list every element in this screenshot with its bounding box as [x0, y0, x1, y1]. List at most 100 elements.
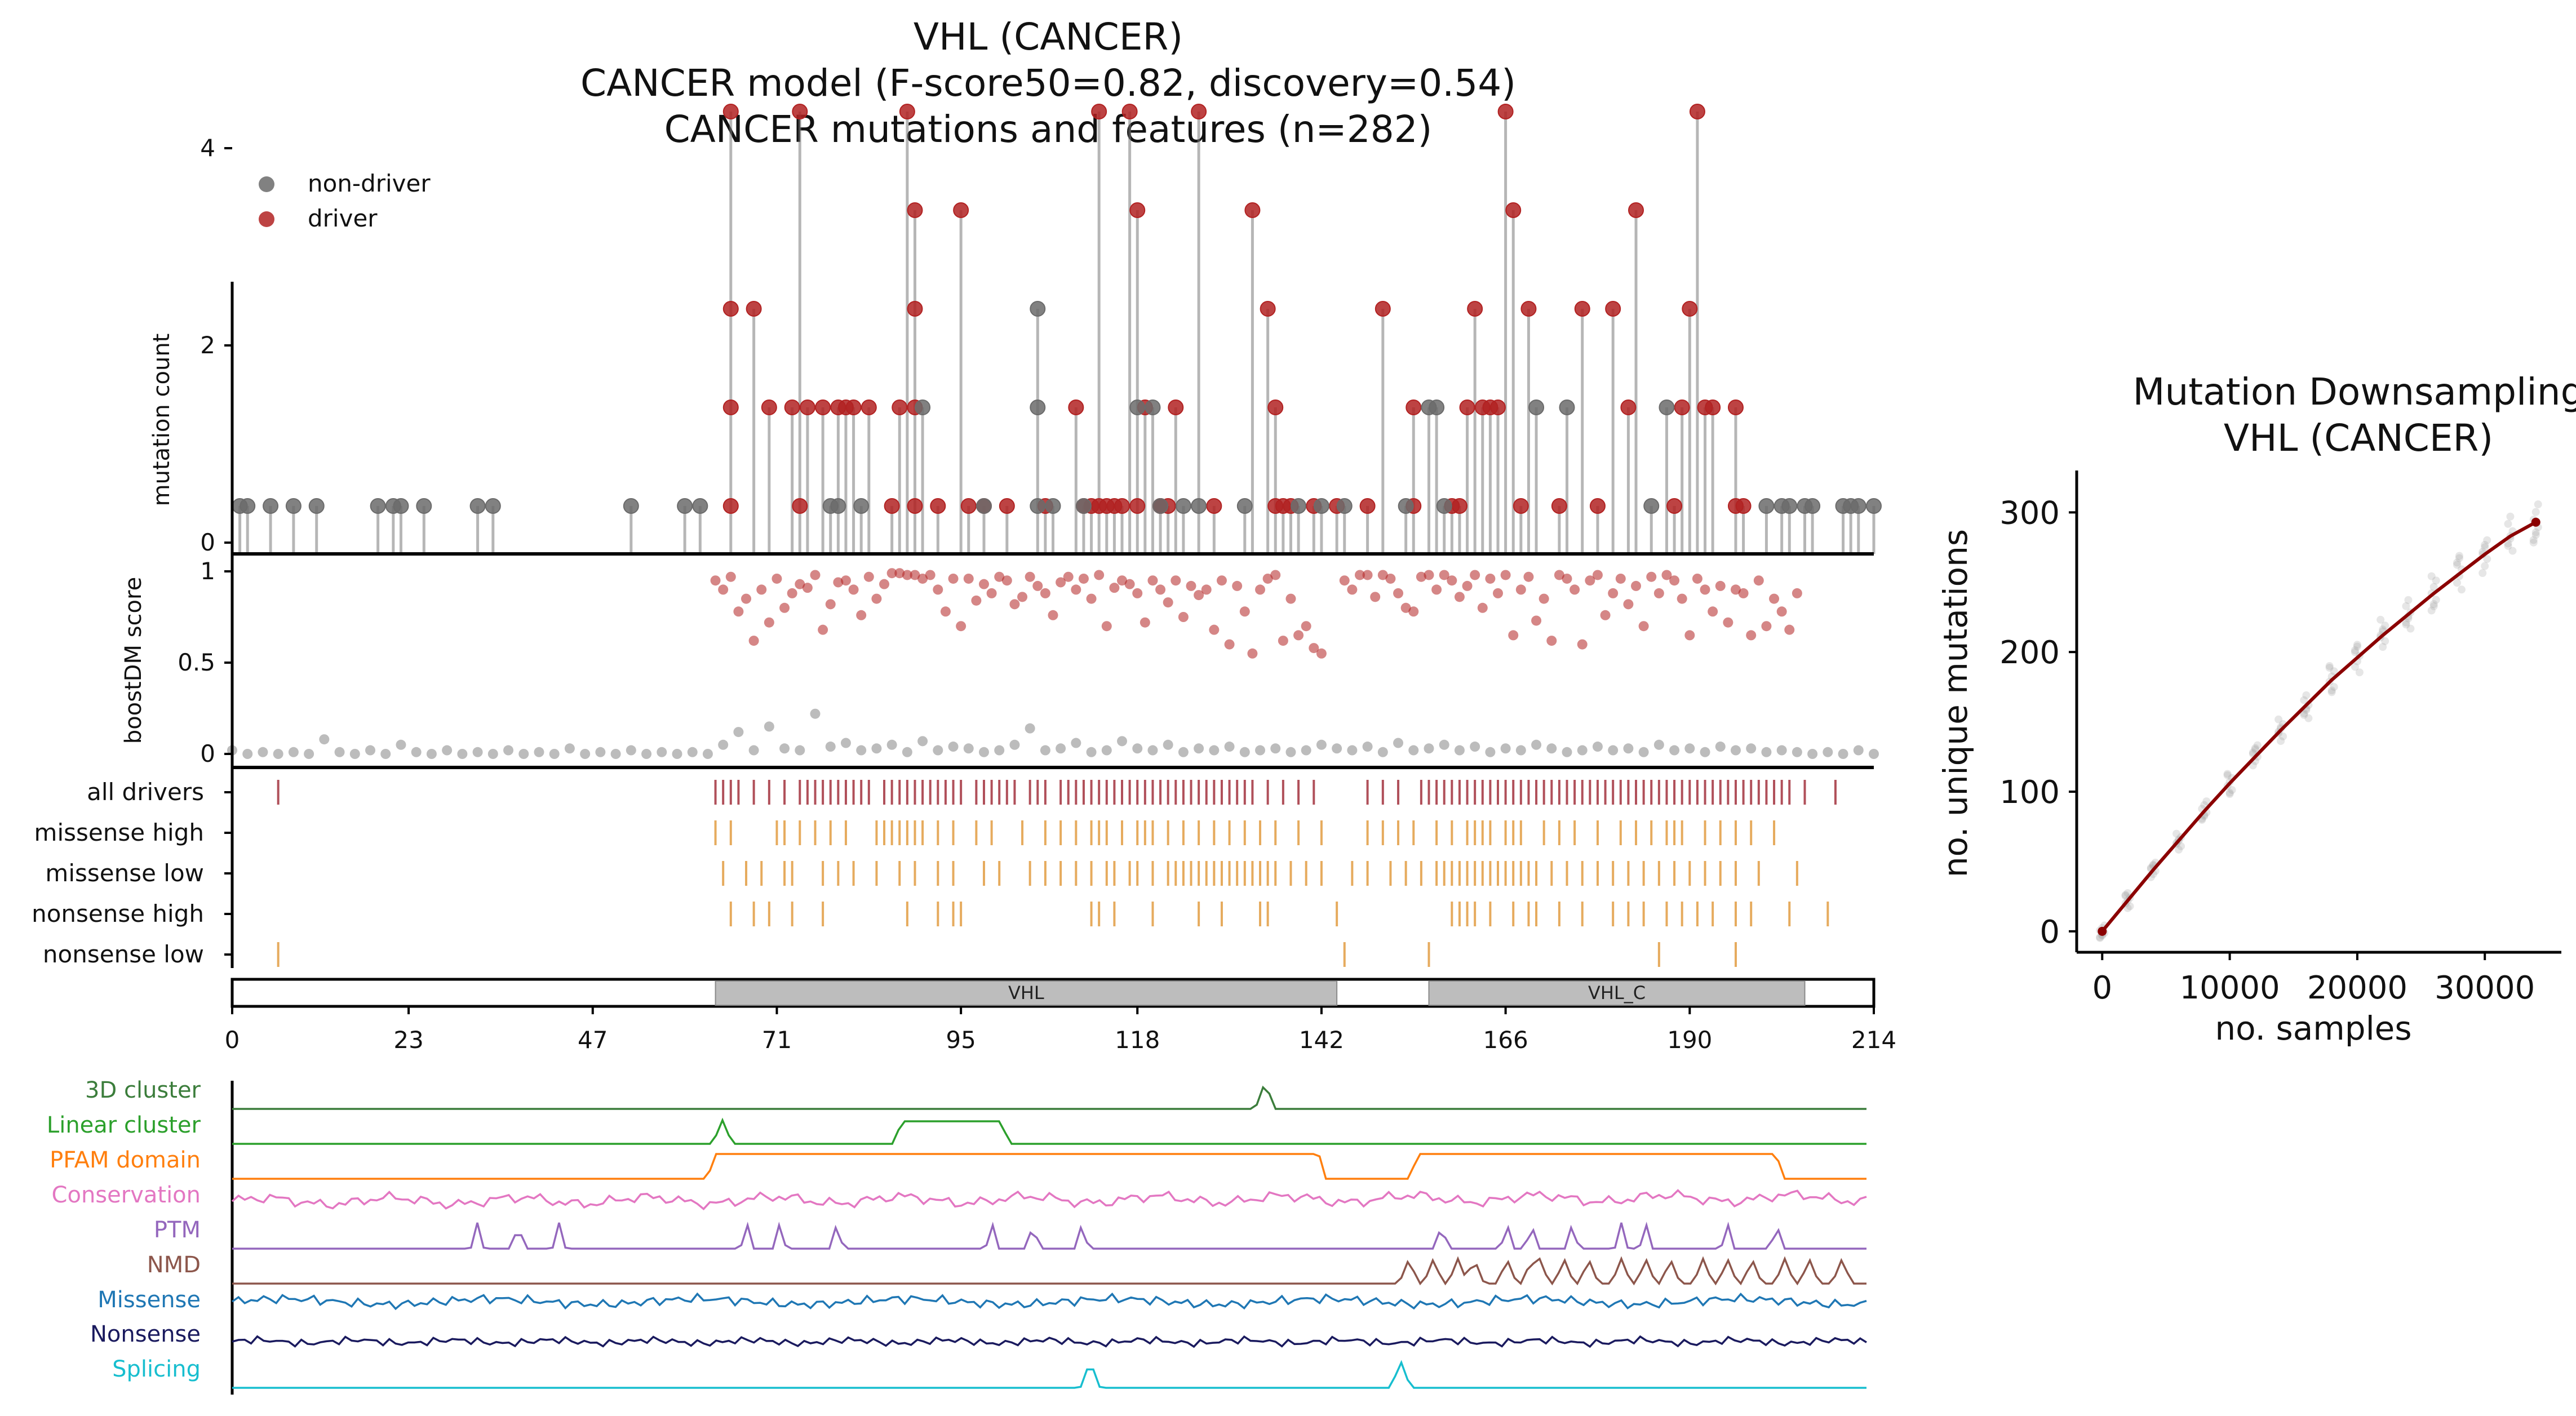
boostdm-driver-point: [795, 579, 805, 589]
boostdm-driver-point: [1769, 593, 1780, 604]
downsampling-title-line-1: Mutation Downsampling: [2133, 370, 2576, 414]
driver-point: [1682, 301, 1698, 317]
boostdm-driver-point: [741, 593, 752, 604]
replicate-point: [2534, 500, 2542, 509]
driver-point: [1206, 498, 1222, 514]
driver-point: [1520, 301, 1537, 317]
boostdm-nondriver-point: [764, 721, 774, 732]
downsampling-title-line-2: VHL (CANCER): [2224, 416, 2493, 460]
boostdm-nondriver-point: [411, 747, 422, 757]
boostdm-nondriver-point: [304, 749, 314, 759]
boostdm-driver-point: [978, 579, 989, 589]
boostdm-driver-point: [1155, 584, 1166, 595]
driver-point: [1674, 400, 1690, 415]
replicate-point: [2455, 552, 2463, 560]
boostdm-nondriver-point: [840, 738, 851, 748]
track-label: all drivers: [87, 778, 204, 806]
boostdm-driver-point: [718, 584, 729, 595]
replicate-point: [2506, 512, 2515, 521]
nondriver-point: [1236, 498, 1253, 514]
feature-panel: 3D cluster Linear cluster PFAM domain Conse…: [47, 1077, 1867, 1395]
downsampling-replicates: [2096, 500, 2542, 942]
boostdm-driver-point: [772, 573, 782, 584]
boostdm-nondriver-point: [1715, 742, 1726, 752]
replicate-point: [2429, 583, 2438, 591]
track-label: missense high: [34, 819, 204, 846]
driver-point: [907, 301, 923, 317]
boostdm-driver-point: [1124, 579, 1135, 589]
boostdm-driver-point: [1270, 570, 1281, 580]
driver-point: [722, 498, 739, 514]
replicate-point: [2402, 602, 2410, 610]
boostdm-nondriver-point: [610, 749, 621, 759]
boostdm-driver-point: [1216, 575, 1227, 586]
boostdm-driver-point: [1562, 573, 1572, 584]
boostdm-driver-point: [1255, 584, 1266, 595]
lollipop-panel: 0 2 4 mutation count: [149, 104, 1882, 556]
boostdm-driver-point: [848, 584, 859, 595]
driver-point: [1505, 202, 1522, 218]
boostdm-nondriver-point: [672, 749, 682, 759]
replicate-point: [2453, 558, 2461, 567]
boostdm-nondriver-point: [349, 749, 360, 759]
mean-end-point: [2531, 517, 2540, 527]
boostdm-nondriver-point: [1853, 745, 1864, 756]
ds-y-tick-label: 100: [1999, 774, 2060, 811]
replicate-point: [2508, 547, 2517, 555]
x-tick-label: 47: [578, 1026, 608, 1054]
boostdm-ylabel: boostDM score: [121, 577, 147, 744]
boostdm-nondriver-point: [1669, 745, 1680, 756]
replicate-point: [2379, 643, 2387, 651]
boostdm-nondriver-point: [1424, 743, 1434, 754]
boostdm-nondriver-point: [1347, 745, 1358, 756]
boostdm-driver-point: [1592, 570, 1603, 580]
driver-point: [845, 400, 862, 415]
nondriver-point: [469, 498, 486, 514]
boostdm-nondriver-point: [396, 739, 406, 750]
boostdm-driver-point: [1370, 592, 1381, 602]
downsampling-ticks: 0 10000 20000 30000 0 100 200 300: [1999, 495, 2535, 1006]
boostdm-driver-point: [1569, 584, 1580, 595]
boostdm-driver-point: [963, 573, 974, 584]
driver-point: [1168, 400, 1184, 415]
boostdm-driver-point: [1117, 575, 1128, 586]
boostdm-driver-point: [1194, 590, 1204, 601]
boostdm-nondriver-point: [1224, 742, 1235, 752]
boostdm-nondriver-point: [242, 749, 253, 759]
boostdm-nondriver-point: [994, 745, 1005, 756]
boostdm-driver-point: [1523, 571, 1534, 582]
ds-x-tick-label: 0: [2092, 970, 2112, 1006]
boostdm-nondriver-point: [871, 743, 882, 754]
boostdm-nondriver-point: [779, 743, 790, 754]
boostdm-driver-point: [1615, 573, 1626, 584]
boostdm-driver-point: [1708, 606, 1718, 617]
lollipop-y-tick-label: 4: [200, 134, 215, 162]
legend-label-nondriver: non-driver: [308, 170, 431, 197]
driver-point: [1114, 498, 1130, 514]
domain-label: VHL: [1008, 982, 1044, 1004]
nondriver-point: [1528, 400, 1545, 415]
feature-line: [232, 1085, 1866, 1110]
nondriver-point: [1850, 498, 1866, 514]
boostdm-driver-point: [925, 570, 935, 580]
boostdm-driver-point: [1201, 584, 1212, 595]
boostdm-nondriver-point: [1746, 743, 1757, 754]
boostdm-driver-point: [1032, 580, 1043, 591]
ds-y-tick-label: 300: [1999, 495, 2060, 531]
legend-marker-nondriver: [259, 176, 274, 192]
boostdm-nondriver-point: [1163, 739, 1173, 750]
replicate-point: [2228, 786, 2236, 794]
boostdm-nondriver-point: [1117, 736, 1128, 747]
boostdm-driver-point: [825, 599, 836, 610]
replicate-point: [2404, 596, 2413, 604]
replicate-point: [2481, 543, 2489, 552]
boostdm-driver-point: [1608, 588, 1619, 598]
driver-point: [907, 202, 923, 218]
boostdm-driver-point: [1163, 597, 1173, 608]
boostdm-nondriver-point: [978, 747, 989, 757]
ds-x-tick-label: 30000: [2435, 970, 2535, 1006]
replicate-point: [2300, 696, 2308, 704]
replicate-point: [2427, 606, 2436, 615]
boostdm-nondriver-point: [365, 745, 376, 756]
replicate-point: [2457, 585, 2466, 594]
